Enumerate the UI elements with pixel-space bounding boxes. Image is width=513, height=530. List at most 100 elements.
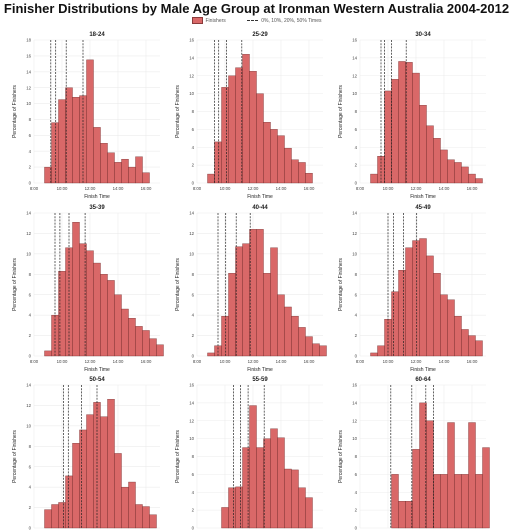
histogram-bar [65,475,73,529]
y-tick-label: 4 [192,145,195,150]
y-tick-label: 14 [189,55,194,60]
y-tick-label: 14 [352,55,357,60]
x-tick-label: 16:00 [141,359,152,364]
histogram-bar [277,437,285,529]
histogram-bar [447,422,455,529]
y-tick-label: 10 [352,91,357,96]
histogram-bar [447,299,455,357]
y-axis-label: Percentage of Finishers [175,258,181,311]
y-tick-label: 2 [355,508,358,513]
histogram-bar [433,474,441,529]
histogram-bar [107,399,115,529]
y-tick-label: 12 [189,418,194,423]
histogram-bar [114,162,122,184]
histogram-bar [263,122,271,184]
y-axis-label: Percentage of Finishers [12,85,18,138]
legend: Finishers 0%, 10%, 20%, 50% Times [0,17,513,24]
histogram-bar [305,172,313,184]
y-tick-label: 14 [26,69,31,74]
x-tick-label: 14:00 [439,186,450,191]
x-tick-label: 12:00 [411,186,422,191]
y-tick-label: 4 [29,313,32,318]
y-tick-label: 10 [26,101,31,106]
histogram-bar [142,330,150,357]
histogram-bar [468,335,476,357]
histogram-bar [72,222,80,357]
legend-item-lines: 0%, 10%, 20%, 50% Times [247,18,322,24]
chart-panel-30-34: 30-34 0 2 4 6 8 10 12 14 16 8:00 10:00 12:00 14:00 16:… [338,32,486,200]
y-tick-label: 18 [26,38,31,43]
histogram-bar [228,273,236,357]
histogram-bar [454,315,462,357]
y-tick-label: 0 [29,526,32,530]
panel-title: 35-39 [89,205,105,211]
y-tick-label: 6 [355,127,358,132]
histogram-bar [426,125,434,184]
histogram-bar [305,497,313,529]
histogram-bar [65,87,73,184]
y-tick-label: 6 [192,472,195,477]
y-axis-label: Percentage of Finishers [338,85,344,138]
histogram-bar [461,166,469,184]
histogram-bar [221,315,229,357]
histogram-bar [135,326,143,357]
y-tick-label: 8 [192,272,195,277]
y-tick-label: 12 [189,73,194,78]
histogram-bar [221,507,229,529]
y-tick-label: 8 [355,109,358,114]
histogram-bar [256,229,264,357]
histogram-bar [58,271,66,357]
x-tick-label: 8:00 [193,359,202,364]
histogram-bar [249,71,257,184]
histogram-bar [142,172,150,184]
histogram-bar [142,506,150,529]
y-tick-label: 6 [355,472,358,477]
histogram-bar [284,468,292,529]
histogram-bar [270,428,278,529]
histogram-bar [412,72,420,184]
y-tick-label: 10 [189,251,194,256]
y-tick-label: 2 [355,163,358,168]
panel-title: 18-24 [89,32,105,38]
histogram-bar [468,422,476,529]
histogram-bar [370,352,378,357]
histogram-bar [370,173,378,184]
legend-lines-swatch [247,19,259,21]
y-tick-label: 10 [26,423,31,428]
x-tick-label: 10:00 [220,186,231,191]
histogram-bar [121,486,129,529]
y-tick-label: 12 [26,85,31,90]
histogram-bar [228,487,236,529]
histogram-bar [221,87,229,184]
x-tick-label: 10:00 [57,359,68,364]
y-tick-label: 0 [192,181,195,186]
histogram-bar [149,338,157,357]
histogram-bar [277,294,285,357]
y-axis-label: Percentage of Finishers [175,430,181,483]
histogram-bar [298,162,306,184]
x-tick-label: 14:00 [439,359,450,364]
y-tick-label: 10 [26,251,31,256]
histogram-bar [79,429,87,529]
x-tick-label: 12:00 [85,359,96,364]
y-axis-label: Percentage of Finishers [12,430,18,483]
x-tick-label: 10:00 [220,359,231,364]
histogram-bar [475,340,483,357]
histogram-bar [475,474,483,529]
x-tick-label: 10:00 [383,359,394,364]
histogram-bar [86,59,94,184]
histogram-bar [86,414,94,529]
chart-panel-50-54: 50-54024681012148:0010:0012:0014:0016:00… [12,377,160,530]
x-tick-label: 12:00 [411,359,422,364]
histogram-bar [319,345,327,357]
y-tick-label: 2 [29,505,32,510]
x-tick-label: 10:00 [57,186,68,191]
x-tick-label: 16:00 [304,359,315,364]
y-tick-label: 8 [355,454,358,459]
histogram-bar [249,405,257,529]
histogram-bar [433,273,441,357]
histogram-bar [412,449,420,529]
y-tick-label: 8 [192,454,195,459]
histogram-bar [214,141,222,184]
histogram-bar [398,270,406,357]
